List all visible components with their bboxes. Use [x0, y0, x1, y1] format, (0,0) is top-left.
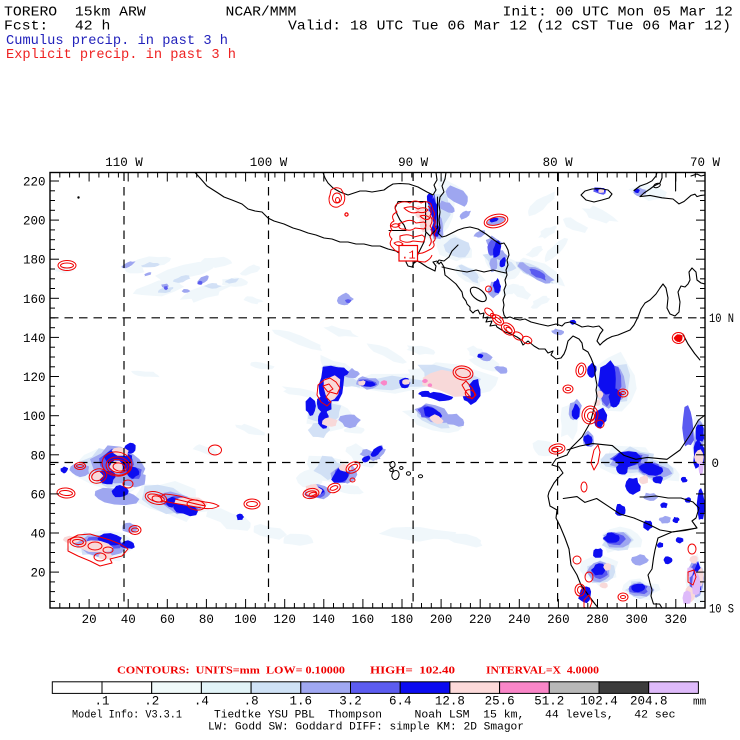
- svg-text:.4: .4: [194, 695, 209, 709]
- svg-text:Cumulus precip. in past 3 h: Cumulus precip. in past 3 h: [6, 34, 228, 49]
- svg-text:10 N: 10 N: [709, 312, 734, 326]
- svg-text:0: 0: [712, 457, 720, 471]
- svg-text:Init: 00 UTC Mon 05 Mar 12: Init: 00 UTC Mon 05 Mar 12: [503, 5, 733, 21]
- svg-text:110 W: 110 W: [105, 156, 143, 170]
- svg-text:240: 240: [508, 613, 531, 627]
- svg-text:80: 80: [199, 613, 214, 627]
- svg-text:80 W: 80 W: [543, 156, 574, 170]
- svg-text:140: 140: [313, 613, 336, 627]
- svg-text:LW: Godd SW: Goddard DIFF: sim: LW: Godd SW: Goddard DIFF: simple KM: 2D…: [208, 722, 524, 734]
- svg-text:CONTOURS: UNITS=mm LOW= 0.10: CONTOURS: UNITS=mm LOW= 0.10000: [117, 665, 346, 677]
- svg-text:180: 180: [391, 613, 414, 627]
- svg-text:6.4: 6.4: [389, 695, 412, 709]
- svg-text:220: 220: [23, 175, 46, 189]
- svg-text:Model Info: V3.3.1: Model Info: V3.3.1: [72, 710, 182, 722]
- svg-text:100 W: 100 W: [250, 156, 288, 170]
- svg-text:NCAR/MMM: NCAR/MMM: [226, 5, 297, 21]
- svg-text:25.6: 25.6: [485, 695, 515, 709]
- svg-text:260: 260: [547, 613, 570, 627]
- svg-text:320: 320: [665, 613, 688, 627]
- svg-text:200: 200: [23, 215, 46, 229]
- svg-text:100: 100: [23, 410, 46, 424]
- svg-text:60: 60: [160, 613, 175, 627]
- svg-text:140: 140: [23, 332, 46, 346]
- svg-text:280: 280: [586, 613, 609, 627]
- svg-text:HIGH= 102.40: HIGH= 102.40: [370, 665, 456, 677]
- svg-text:70 W: 70 W: [690, 156, 721, 170]
- svg-text:.1: .1: [94, 695, 109, 709]
- svg-text:300: 300: [625, 613, 648, 627]
- svg-text:.1: .1: [401, 249, 415, 263]
- svg-text:100: 100: [234, 613, 257, 627]
- svg-text:120: 120: [23, 371, 46, 385]
- svg-text:12.8: 12.8: [435, 695, 465, 709]
- svg-text:.8: .8: [244, 695, 259, 709]
- svg-text:180: 180: [23, 254, 46, 268]
- svg-text:120: 120: [273, 613, 296, 627]
- svg-text:Noah LSM 15 km, 44 levels,: Noah LSM 15 km, 44 levels, 42 sec: [415, 710, 676, 722]
- svg-text:102.4: 102.4: [580, 695, 618, 709]
- svg-text:Fcst: 42 h: Fcst: 42 h: [4, 19, 110, 35]
- svg-text:Valid: 18 UTC Tue 06 Mar 12 (1: Valid: 18 UTC Tue 06 Mar 12 (12 CST Tue …: [288, 19, 731, 35]
- svg-text:80: 80: [30, 449, 45, 463]
- svg-text:20: 20: [30, 567, 45, 581]
- svg-text:160: 160: [352, 613, 375, 627]
- svg-text:3.2: 3.2: [339, 695, 362, 709]
- svg-text:INTERVAL=X 4.0000: INTERVAL=X 4.0000: [486, 665, 600, 677]
- svg-text:10 S: 10 S: [709, 603, 734, 617]
- svg-text:204.8: 204.8: [630, 695, 668, 709]
- svg-text:90 W: 90 W: [398, 156, 429, 170]
- svg-text:51.2: 51.2: [534, 695, 564, 709]
- svg-text:Tiedtke YSU PBL Thompson: Tiedtke YSU PBL Thompson: [214, 710, 382, 722]
- svg-text:160: 160: [23, 293, 46, 307]
- svg-text:40: 40: [30, 527, 45, 541]
- svg-text:20: 20: [82, 613, 97, 627]
- svg-text:60: 60: [30, 488, 45, 502]
- svg-text:TORERO 15km ARW: TORERO 15km ARW: [4, 5, 146, 21]
- svg-text:200: 200: [430, 613, 453, 627]
- svg-text:220: 220: [469, 613, 492, 627]
- svg-text:mm: mm: [693, 697, 707, 709]
- svg-text:Explicit precip. in past 3 h: Explicit precip. in past 3 h: [6, 48, 236, 63]
- svg-text:40: 40: [121, 613, 136, 627]
- svg-text:1.6: 1.6: [290, 695, 313, 709]
- svg-text:.2: .2: [144, 695, 159, 709]
